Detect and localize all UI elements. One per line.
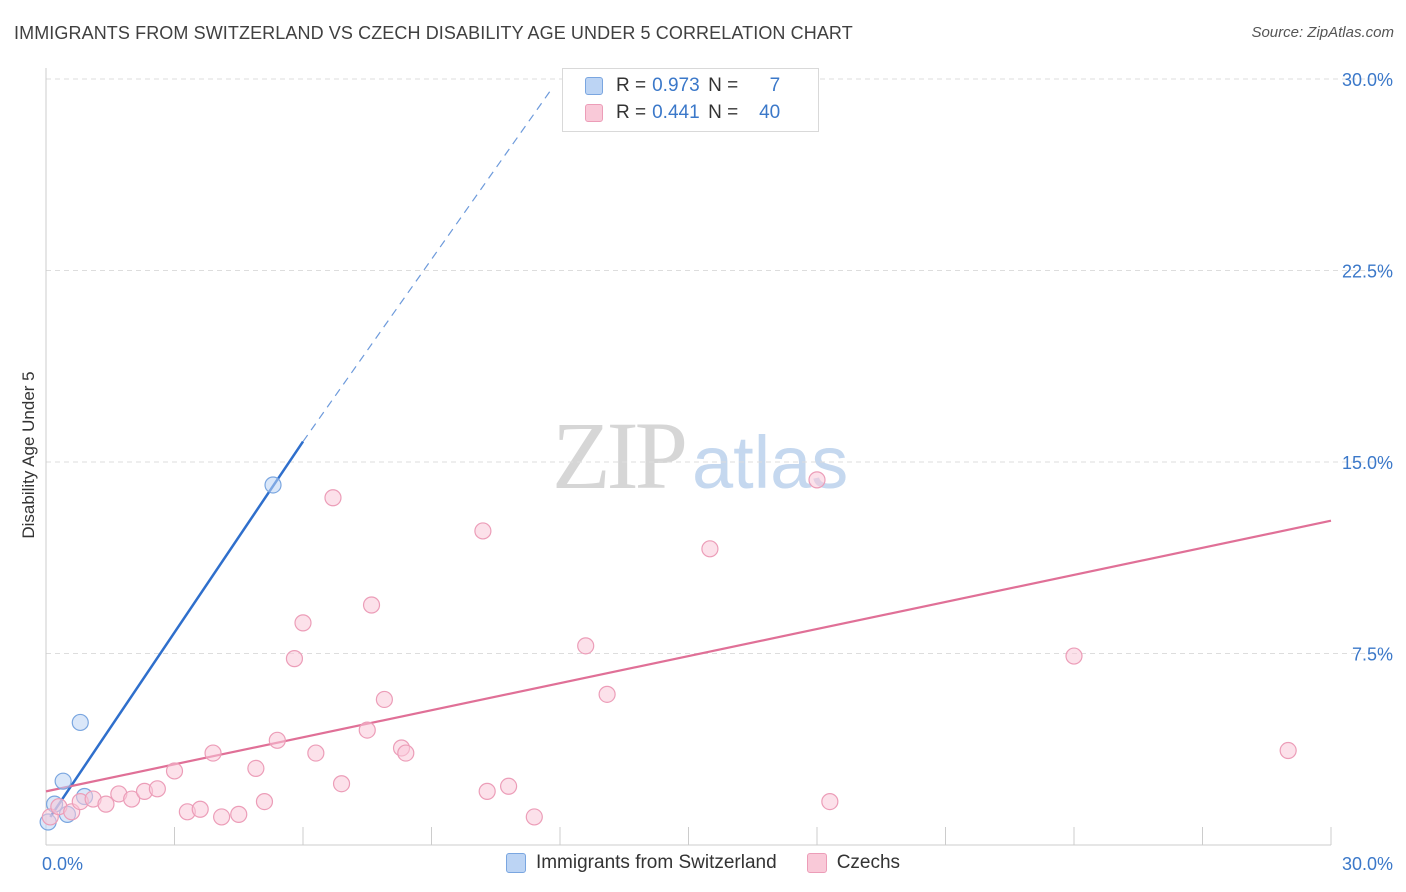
chart-title: IMMIGRANTS FROM SWITZERLAND VS CZECH DIS… bbox=[14, 23, 853, 43]
swatch-blue bbox=[585, 77, 603, 95]
n-label: N = bbox=[708, 102, 739, 123]
point-czechs bbox=[97, 795, 115, 813]
r-value: 0.441 bbox=[652, 102, 700, 123]
n-value: 40 bbox=[759, 102, 781, 123]
point-czechs bbox=[324, 489, 342, 507]
point-czechs bbox=[307, 744, 325, 762]
trend-line-switzerland bbox=[49, 440, 305, 818]
y-tick-label: 22.5% bbox=[1342, 262, 1393, 282]
r-label: R = bbox=[616, 75, 647, 96]
source-label: Source: ZipAtlas.com bbox=[1251, 24, 1394, 41]
n-value: 7 bbox=[769, 75, 781, 96]
r-value: 0.973 bbox=[652, 75, 700, 96]
point-czechs bbox=[204, 744, 222, 762]
point-czechs bbox=[285, 650, 304, 668]
point-czechs bbox=[191, 800, 209, 818]
point-czechs bbox=[294, 614, 312, 632]
point-czechs bbox=[247, 759, 265, 778]
axes bbox=[45, 68, 1332, 846]
legend-label: Immigrants from Switzerland bbox=[535, 852, 777, 873]
point-czechs bbox=[358, 721, 376, 739]
swatch-pink bbox=[585, 104, 603, 122]
point-switzerland bbox=[71, 713, 89, 732]
point-switzerland bbox=[264, 476, 282, 494]
point-czechs bbox=[1065, 647, 1083, 665]
swatch-blue bbox=[505, 853, 526, 873]
point-czechs bbox=[148, 780, 166, 798]
point-czechs bbox=[598, 685, 616, 703]
point-czechs bbox=[230, 805, 248, 823]
point-czechs bbox=[397, 744, 415, 762]
point-czechs bbox=[213, 808, 231, 826]
data-points bbox=[39, 471, 1297, 831]
trend-lines bbox=[45, 88, 1332, 818]
tick-labels: 7.5% 15.0% 22.5% 30.0% 0.0% 30.0% bbox=[42, 70, 1393, 874]
legend-item-switzerland[interactable]: Immigrants from Switzerland bbox=[505, 852, 777, 874]
point-czechs bbox=[268, 731, 286, 749]
n-label: N = bbox=[708, 75, 739, 96]
point-czechs bbox=[123, 790, 141, 808]
point-czechs bbox=[821, 792, 839, 811]
y-tick-label: 30.0% bbox=[1342, 70, 1393, 90]
point-czechs bbox=[165, 762, 184, 780]
stats-row-czechs: R = 0.441 N = 40 bbox=[585, 100, 780, 126]
point-czechs bbox=[332, 775, 351, 793]
point-czechs bbox=[808, 471, 826, 489]
stats-legend: R = 0.973 N = 7 R = 0.441 N = 40 bbox=[562, 68, 819, 132]
trend-line-switzerland-extrapolated bbox=[302, 88, 552, 442]
point-switzerland bbox=[54, 772, 72, 790]
swatch-pink bbox=[806, 853, 827, 873]
grid-lines bbox=[46, 78, 1391, 654]
point-czechs bbox=[525, 808, 543, 826]
r-label: R = bbox=[616, 102, 647, 123]
point-czechs bbox=[1279, 741, 1297, 760]
legend-label: Czechs bbox=[836, 852, 901, 873]
legend-item-czechs[interactable]: Czechs bbox=[806, 852, 901, 874]
series-legend: Immigrants from Switzerland Czechs bbox=[0, 852, 1406, 874]
point-czechs bbox=[577, 637, 595, 655]
point-czechs bbox=[701, 540, 719, 558]
point-czechs bbox=[255, 792, 274, 811]
y-tick-label: 7.5% bbox=[1352, 645, 1393, 665]
x-tick-label: 30.0% bbox=[1342, 854, 1393, 874]
y-tick-label: 15.0% bbox=[1342, 453, 1393, 473]
trend-line-czechs bbox=[45, 519, 1332, 793]
point-czechs bbox=[362, 596, 381, 614]
point-czechs bbox=[500, 777, 518, 795]
point-czechs bbox=[375, 690, 393, 709]
point-czechs bbox=[478, 782, 496, 800]
stats-row-switzerland: R = 0.973 N = 7 bbox=[585, 73, 780, 99]
point-czechs bbox=[474, 522, 492, 540]
x-tick-label: 0.0% bbox=[42, 854, 83, 874]
watermark-zip: ZIP bbox=[552, 402, 688, 509]
